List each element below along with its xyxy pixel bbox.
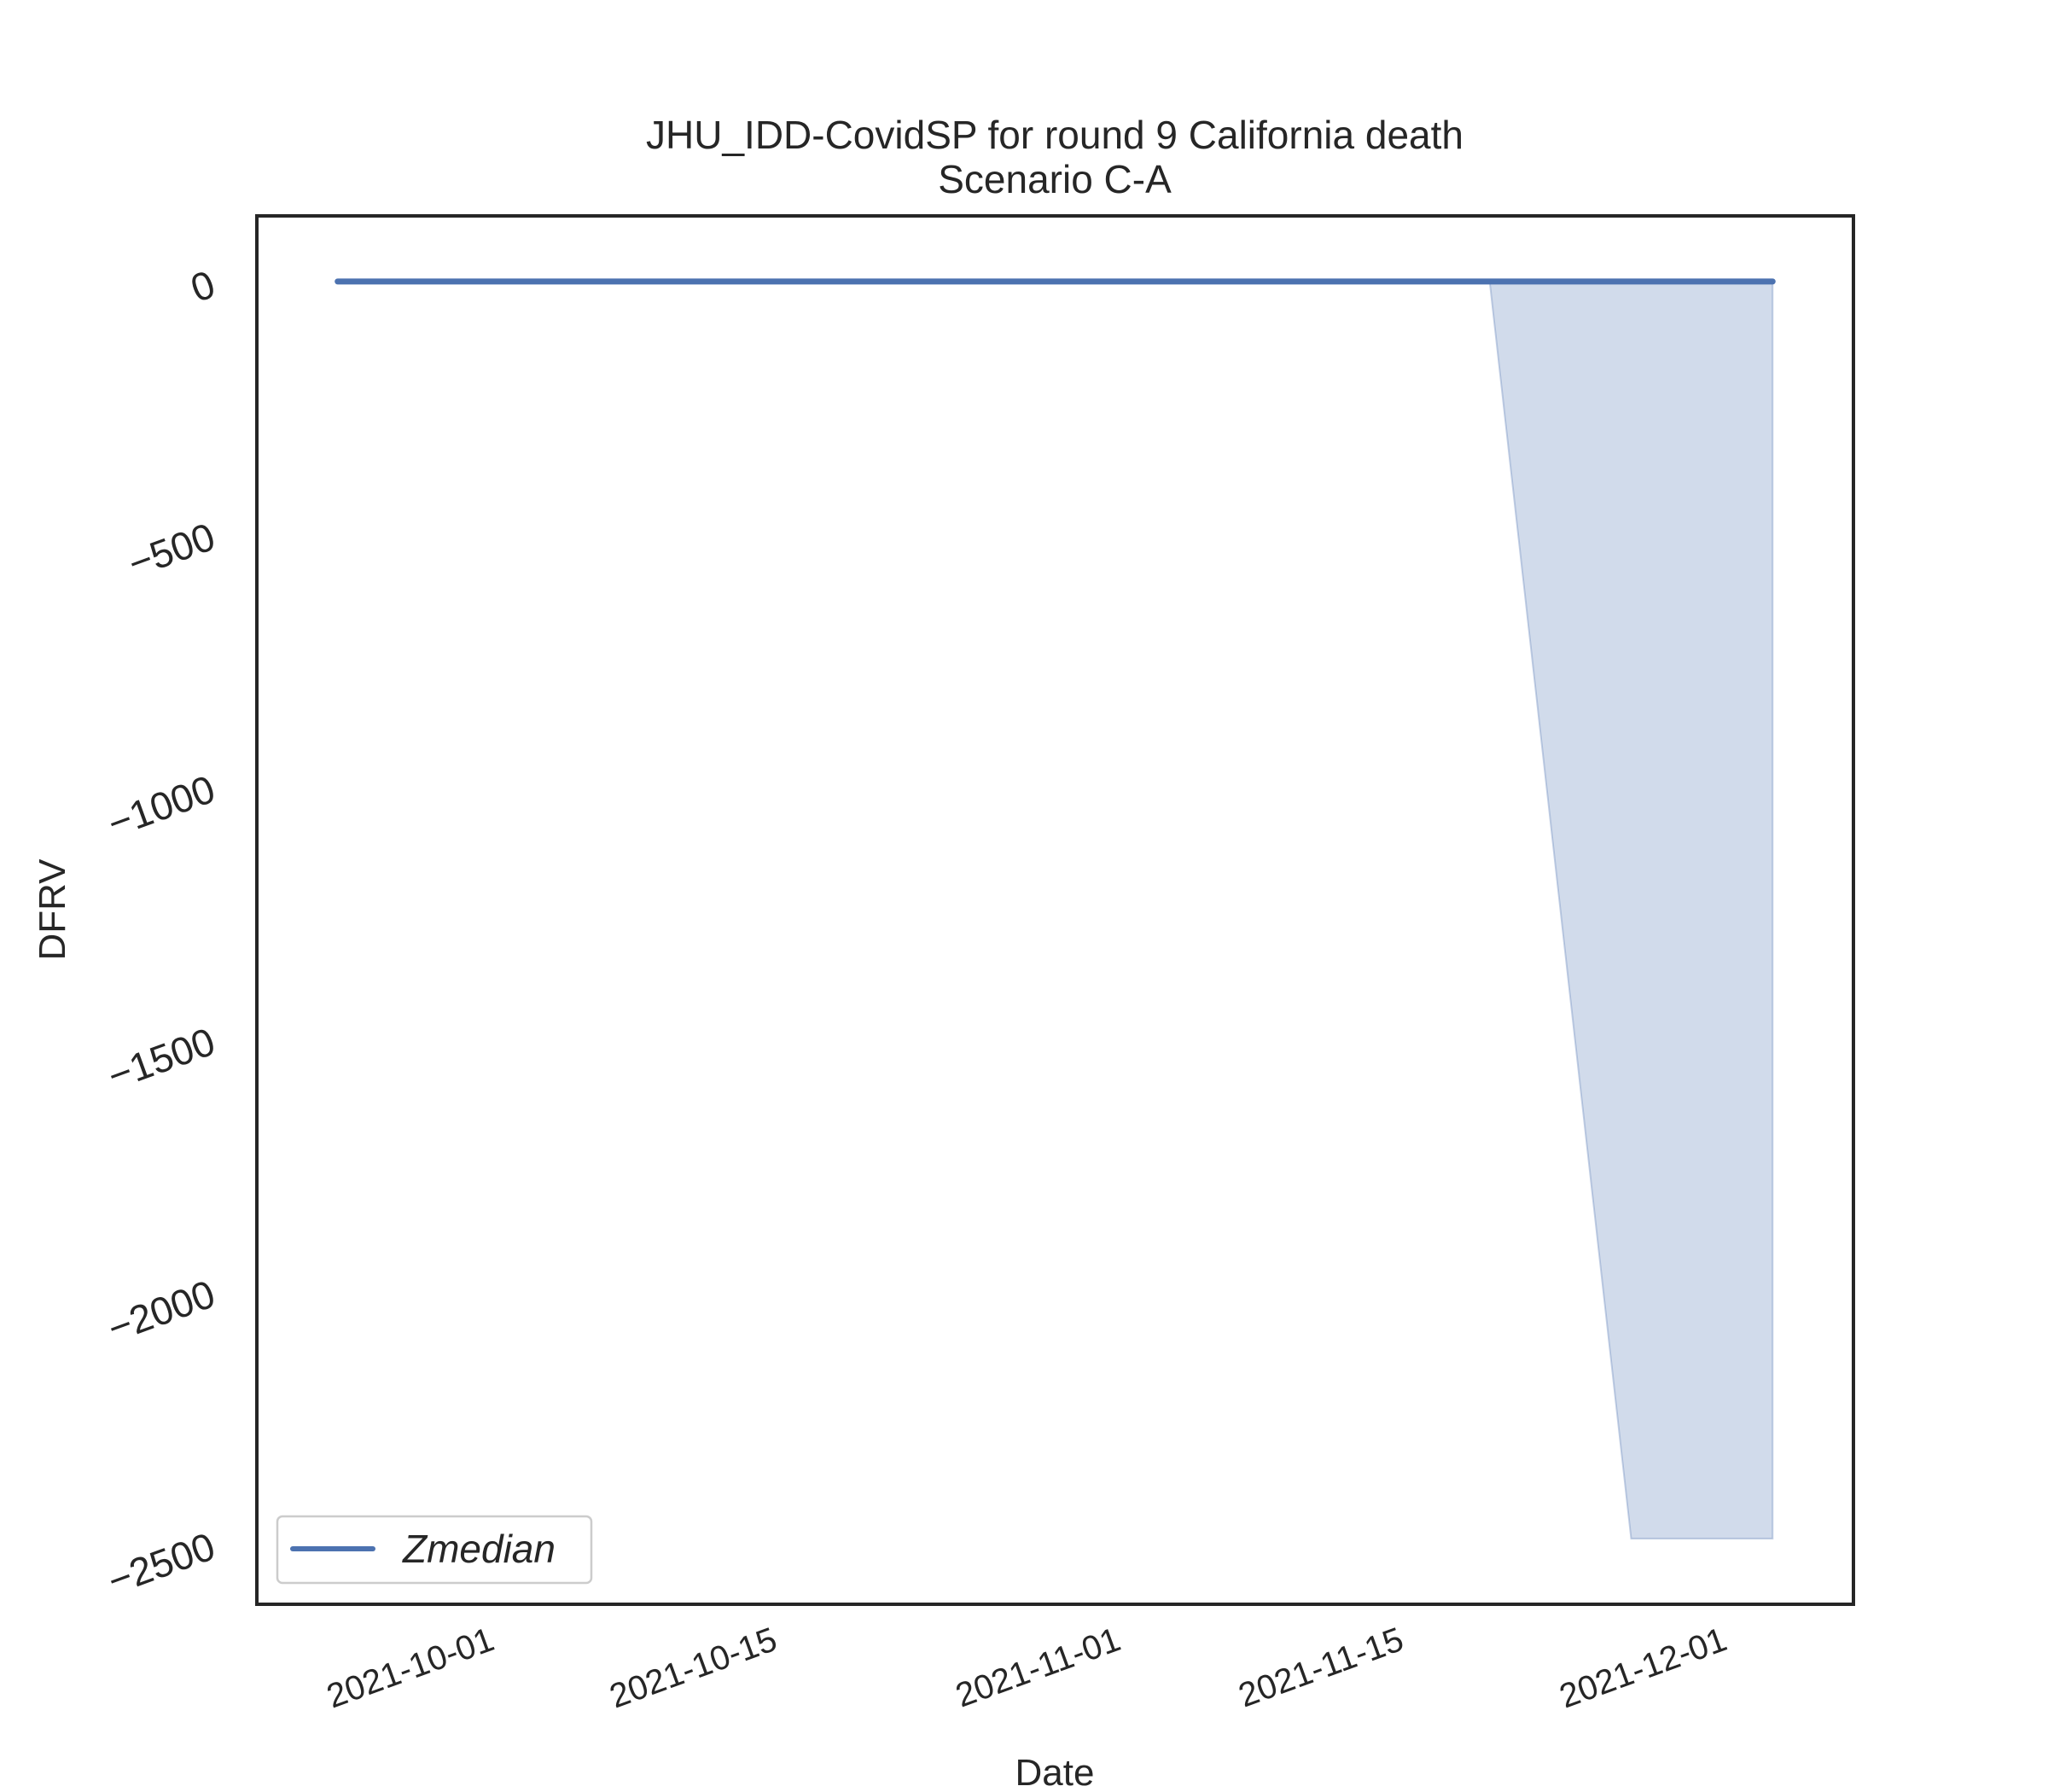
y-tick-label: −500 [122, 514, 220, 585]
confidence-band-area [1488, 280, 1774, 1540]
chart-title: JHU_IDD-CovidSP for round 9 California d… [646, 113, 1463, 157]
x-tick-label: 2021-11-15 [1234, 1620, 1409, 1714]
chart-subtitle: Scenario C-A [938, 157, 1172, 201]
legend-box [276, 1515, 593, 1585]
y-tick-label: −1000 [102, 766, 220, 846]
x-tick-label: 2021-10-15 [605, 1620, 782, 1715]
y-tick-label: −1500 [102, 1019, 220, 1098]
y-axis-label: DFRV [32, 858, 73, 961]
x-tick-label: 2021-10-01 [322, 1620, 498, 1715]
confidence-band [1488, 280, 1774, 1540]
x-axis-ticks: 2021-10-01 2021-10-15 2021-11-01 2021-11-15… [322, 1620, 1731, 1715]
y-tick-label: 0 [185, 261, 221, 311]
legend-label: Zmedian [402, 1527, 556, 1571]
y-axis-ticks: 0 −500 −1000 −1500 −2000 −2500 [102, 261, 220, 1603]
legend: Zmedian [276, 1515, 593, 1585]
y-tick-label: −2500 [102, 1524, 220, 1603]
plot-frame [255, 214, 1855, 1606]
x-tick-label: 2021-11-01 [951, 1620, 1126, 1714]
x-axis-label: Date [1015, 1752, 1095, 1792]
y-tick-label: −2000 [102, 1271, 220, 1351]
x-tick-label: 2021-12-01 [1555, 1620, 1731, 1715]
